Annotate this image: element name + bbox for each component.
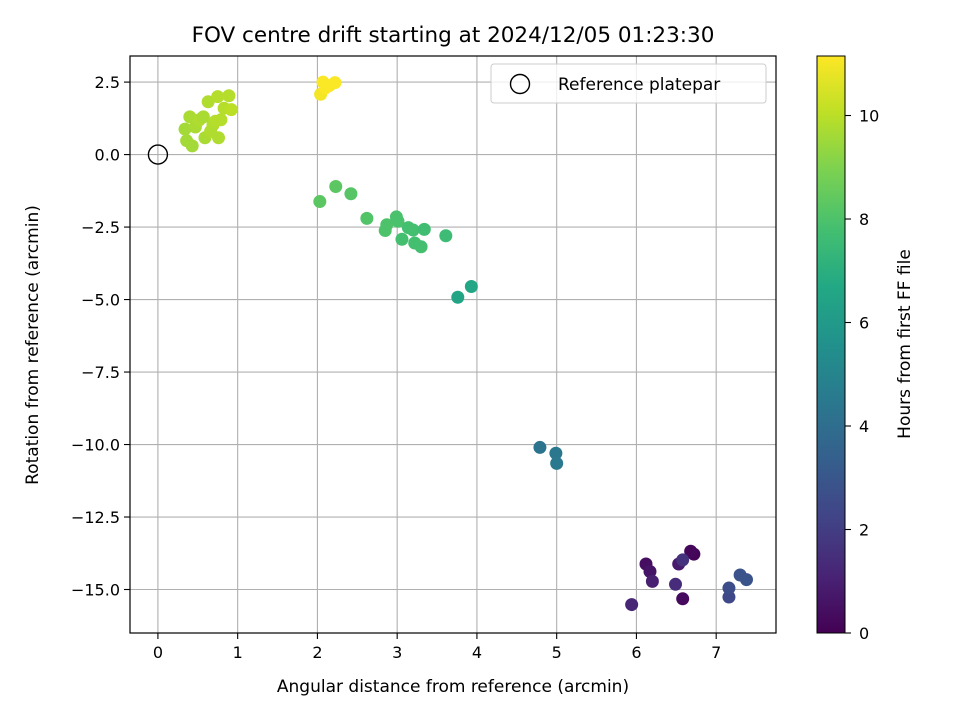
colorbar-tick-label: 8 (859, 210, 869, 229)
data-point (676, 553, 690, 567)
data-point (739, 573, 753, 587)
x-tick-label: 3 (392, 643, 402, 662)
data-point (684, 544, 698, 558)
colorbar-ticks: 0 2 4 6 8 10 (845, 107, 879, 643)
colorbar-tick-label: 0 (859, 624, 869, 643)
data-point (214, 113, 228, 127)
legend: Reference platepar (490, 63, 767, 104)
x-tick-label: 0 (153, 643, 163, 662)
data-point (185, 139, 199, 153)
data-point (722, 590, 736, 604)
y-tick-label: −10.0 (71, 436, 120, 455)
data-point (211, 90, 225, 104)
data-point (439, 229, 453, 243)
colorbar-label: Hours from first FF file (895, 249, 915, 439)
x-tick-label: 5 (552, 643, 562, 662)
data-point (329, 179, 343, 193)
legend-box (490, 63, 767, 104)
data-point (669, 577, 683, 591)
y-axis-ticks: 2.5 0.0 −2.5 −5.0 −7.5 −10.0 −12.5 −15.0 (71, 73, 130, 600)
plot-frame (129, 55, 777, 634)
data-point (549, 446, 563, 460)
data-point (201, 95, 215, 109)
x-tick-label: 7 (711, 643, 721, 662)
data-point (212, 131, 226, 145)
y-tick-label: 2.5 (95, 73, 120, 92)
data-point (391, 214, 405, 228)
data-point (464, 280, 478, 294)
data-point (451, 290, 465, 304)
data-point (328, 76, 342, 90)
reference-platepar-marker (147, 144, 169, 165)
data-point (178, 122, 192, 136)
colorbar-gradient (816, 55, 846, 634)
legend-label-reference: Reference platepar (558, 75, 720, 95)
y-tick-label: −2.5 (81, 218, 120, 237)
x-axis-label: Angular distance from reference (arcmin) (277, 677, 629, 697)
colorbar-tick-label: 4 (859, 417, 869, 436)
x-tick-label: 6 (631, 643, 641, 662)
data-points (147, 75, 753, 612)
x-tick-label: 4 (472, 643, 482, 662)
data-point (533, 440, 547, 454)
y-tick-label: −5.0 (81, 291, 120, 310)
colorbar-tick-label: 2 (859, 521, 869, 540)
y-tick-label: 0.0 (95, 146, 120, 165)
colorbar: 0 2 4 6 8 10 Hours from first FF file (816, 55, 915, 643)
data-point (222, 89, 236, 103)
y-tick-label: −15.0 (71, 581, 120, 600)
data-point (722, 581, 736, 595)
x-axis-ticks: 0 1 2 3 4 5 6 7 (153, 633, 721, 662)
data-point (414, 240, 428, 254)
grid-lines (130, 56, 776, 633)
data-point (313, 195, 327, 209)
data-point (395, 232, 409, 246)
data-point (380, 218, 394, 232)
data-point (406, 223, 420, 237)
data-point (550, 456, 564, 470)
data-point (676, 592, 690, 606)
x-tick-label: 1 (233, 643, 243, 662)
chart-title: FOV centre drift starting at 2024/12/05 … (192, 23, 715, 48)
data-point (344, 187, 358, 201)
data-point (224, 103, 238, 117)
legend-marker-reference (509, 73, 531, 95)
y-tick-label: −12.5 (71, 508, 120, 527)
data-point (645, 574, 659, 588)
data-point (625, 598, 639, 612)
y-axis-label: Rotation from reference (arcmin) (23, 205, 43, 485)
data-point (196, 110, 210, 124)
x-tick-label: 2 (312, 643, 322, 662)
colorbar-tick-label: 10 (859, 107, 879, 126)
colorbar-tick-label: 6 (859, 314, 869, 333)
data-point (643, 565, 657, 579)
data-point (417, 222, 431, 236)
data-point (360, 211, 374, 225)
y-tick-label: −7.5 (81, 363, 120, 382)
